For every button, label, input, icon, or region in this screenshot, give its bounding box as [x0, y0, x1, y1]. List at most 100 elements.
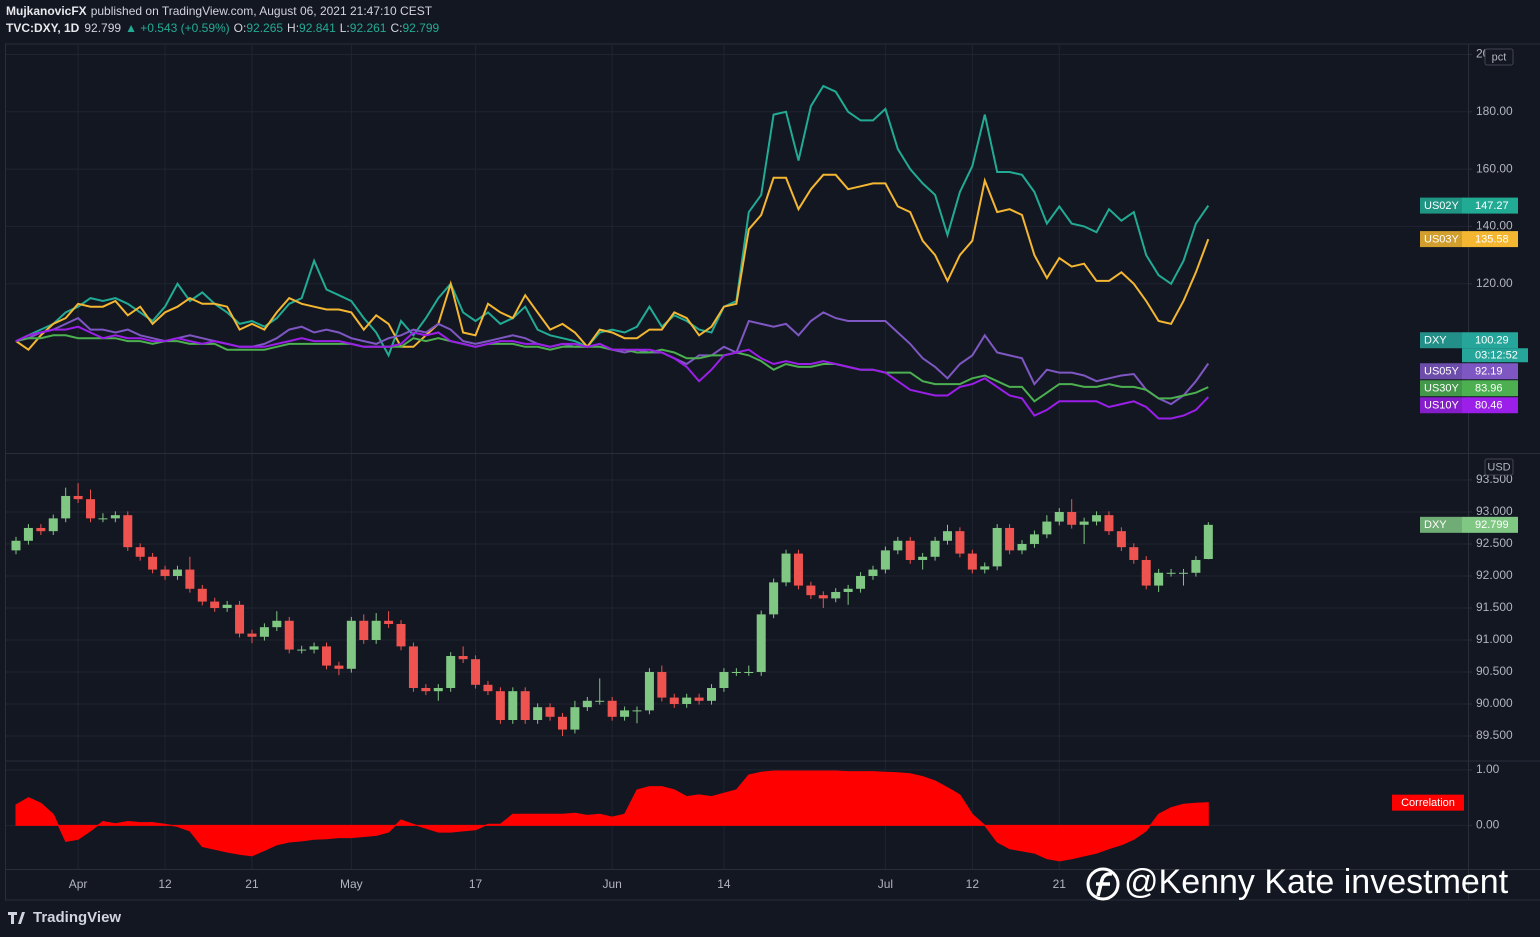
candle-body	[322, 646, 331, 666]
candle-body	[1141, 559, 1151, 586]
candle-body	[545, 707, 555, 717]
badge-value: 135.58	[1475, 234, 1509, 246]
badge-name: US05Y	[1424, 366, 1460, 378]
badge-name-box	[1420, 197, 1462, 214]
close-value: 92.799	[402, 21, 439, 35]
candle-body	[433, 687, 443, 692]
badge-value: 92.19	[1475, 366, 1503, 378]
open-label: O:	[234, 21, 247, 35]
candle-body	[620, 710, 630, 717]
candle-body	[843, 588, 853, 592]
badge-value-box	[1462, 397, 1518, 414]
candle-body	[632, 710, 642, 712]
candle-body	[719, 671, 729, 688]
candle-body	[806, 585, 816, 596]
candle-body	[582, 700, 592, 708]
symbol-line: TVC:DXY, 1D 92.799 ▲ +0.543 (+0.59%) O:92.2…	[6, 21, 439, 35]
candle-body	[284, 620, 294, 650]
candle-body	[346, 620, 356, 669]
candle-body	[731, 671, 741, 673]
candle-body	[1042, 521, 1052, 535]
price-badge: DXY 100.29 03:12:52	[1420, 332, 1528, 363]
candle-body	[160, 569, 170, 576]
y-tick-label: 93.500	[1476, 472, 1513, 486]
candle-body	[1129, 547, 1139, 560]
candle-body	[210, 601, 220, 608]
badge-name-box	[1420, 332, 1462, 349]
candle-body	[458, 655, 468, 660]
unit-badge: USD	[1487, 461, 1510, 473]
candle-body	[222, 604, 232, 608]
yield-line	[15, 325, 1210, 420]
badge-name: US02Y	[1424, 200, 1460, 212]
published: published on TradingView.com, August 06,…	[91, 4, 433, 18]
tradingview-logo[interactable]: TradingView	[8, 909, 121, 926]
high-label: H:	[287, 21, 299, 35]
candle-body	[781, 553, 791, 583]
candle-body	[930, 540, 940, 557]
candle-body	[980, 566, 990, 570]
y-tick-label: 90.500	[1476, 664, 1513, 678]
candle-body	[1191, 559, 1201, 573]
candle-body	[918, 556, 928, 560]
candle-body	[1054, 511, 1064, 522]
watermark-icon	[1096, 872, 1113, 897]
candle-body	[396, 623, 406, 647]
badge-name: DXY	[1424, 335, 1447, 347]
unit-badge-box	[1484, 48, 1514, 66]
candle-body	[707, 687, 717, 701]
labels-layer: 120.00140.00160.00180.00200.00US02Y147.2…	[69, 47, 1528, 891]
price-badge: US02Y 147.27	[1420, 197, 1518, 214]
x-tick-label: 17	[469, 877, 483, 891]
x-tick-label: Jul	[878, 877, 893, 891]
candle-body	[297, 649, 307, 651]
candle-body	[110, 515, 120, 519]
candle-body	[1005, 527, 1015, 551]
change: ▲ +0.543 (+0.59%)	[125, 21, 230, 35]
unit-badge: pct	[1492, 51, 1507, 63]
badge-value-box	[1462, 516, 1518, 533]
candle-body	[856, 575, 866, 589]
candle-body	[483, 684, 493, 692]
candle-body	[1178, 572, 1188, 574]
candle-body	[967, 553, 977, 570]
candle-body	[446, 655, 456, 688]
candle-body	[247, 633, 257, 637]
candle-body	[309, 646, 319, 650]
candle-body	[197, 588, 207, 602]
candle-body	[408, 646, 418, 688]
x-tick-label: Apr	[69, 877, 88, 891]
candle-body	[1092, 515, 1102, 522]
candle-body	[73, 495, 83, 500]
marks-layer	[11, 84, 1213, 862]
price-badge: DXY 92.799	[1420, 516, 1518, 533]
legend-badge: Correlation	[1401, 797, 1455, 809]
candle-body	[36, 527, 46, 532]
unit-badge-box	[1484, 458, 1514, 476]
candle-body	[1154, 572, 1164, 586]
y-tick-label: 140.00	[1476, 219, 1513, 233]
candle-body	[607, 700, 617, 717]
candle-body	[570, 707, 580, 730]
yield-line	[15, 173, 1210, 352]
y-tick-label: 89.500	[1476, 728, 1513, 742]
candle-body	[657, 671, 667, 698]
badge-name-box	[1420, 516, 1462, 533]
badge-name: US30Y	[1424, 383, 1460, 395]
x-tick-label: May	[340, 877, 363, 891]
header-line: MujkanovicFX published on TradingView.com…	[6, 4, 433, 18]
candle-body	[471, 659, 481, 685]
candle-body	[595, 700, 605, 702]
candle-body	[172, 569, 182, 576]
candle-body	[98, 518, 108, 520]
candle-body	[868, 569, 878, 576]
x-tick-label: 14	[717, 877, 731, 891]
candle-body	[1067, 511, 1077, 525]
candle-body	[893, 540, 903, 551]
y-tick-label: 90.000	[1476, 696, 1513, 710]
x-tick-label: Jun	[602, 877, 621, 891]
badge-name: US03Y	[1424, 234, 1460, 246]
low-value: 92.261	[350, 21, 387, 35]
last-price: 92.799	[84, 21, 121, 35]
badge-name-box	[1420, 231, 1462, 248]
